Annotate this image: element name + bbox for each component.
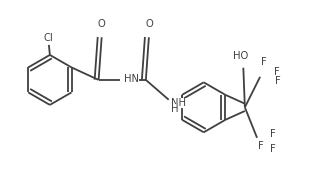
Text: HN: HN	[124, 74, 139, 84]
Text: F: F	[258, 141, 264, 151]
Text: F: F	[270, 129, 276, 139]
Text: F: F	[275, 76, 280, 87]
Text: HO: HO	[233, 51, 248, 61]
Text: F: F	[274, 67, 280, 77]
Text: F: F	[261, 57, 267, 67]
Text: F: F	[270, 144, 276, 154]
Text: NH: NH	[171, 98, 186, 108]
Text: H: H	[171, 104, 179, 114]
Text: O: O	[146, 19, 153, 29]
Text: Cl: Cl	[44, 33, 53, 43]
Text: O: O	[98, 19, 105, 29]
